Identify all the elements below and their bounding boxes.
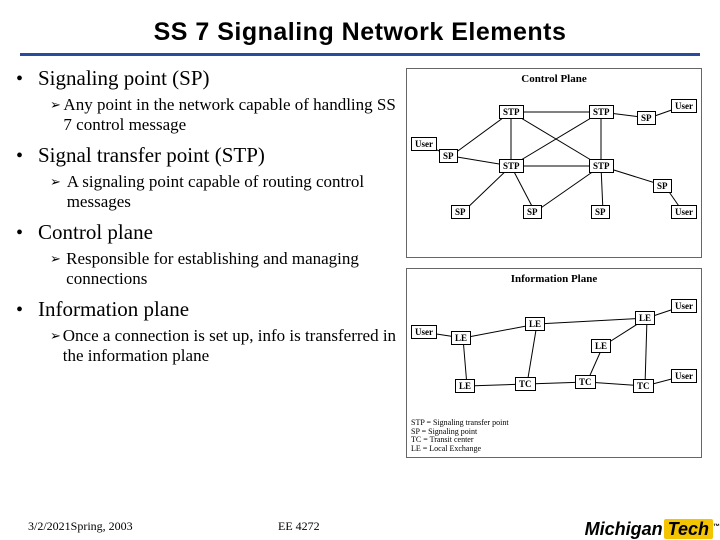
sub-bullet-item: ➢A signaling point capable of routing co… [16, 172, 406, 212]
node-stp: STP [499, 105, 524, 119]
node-stp: STP [589, 105, 614, 119]
logo-left: Michigan [585, 519, 663, 539]
bullet-dot: • [16, 68, 38, 91]
node-sp: SP [637, 111, 656, 125]
bullet-item: •Information plane ➢Once a connection is … [16, 297, 406, 366]
bullet-dot: • [16, 299, 38, 322]
text-column: •Signaling point (SP)➢Any point in the n… [16, 66, 406, 458]
footer-date: 3/2/2021Spring, 2003 [28, 519, 278, 534]
bullet-item: •Signaling point (SP) ➢Any point in the n… [16, 66, 406, 135]
sub-bullet-text: Once a connection is set up, info is tra… [63, 326, 406, 366]
bullet-item: •Control plane ➢Responsible for establish… [16, 220, 406, 289]
node-user: User [671, 99, 697, 113]
bullet-label: Signal transfer point (STP) [38, 143, 265, 168]
node-user: User [411, 137, 437, 151]
sub-bullet-text: Responsible for establishing and managin… [66, 249, 406, 289]
sub-bullet-item: ➢Responsible for establishing and managi… [16, 249, 406, 289]
node-sp: SP [591, 205, 610, 219]
node-le: LE [635, 311, 655, 325]
arrow-icon: ➢ [50, 249, 66, 266]
bullet-label: Signaling point (SP) [38, 66, 210, 91]
bullet-label: Control plane [38, 220, 153, 245]
node-tc: TC [515, 377, 536, 391]
node-sp: SP [523, 205, 542, 219]
node-tc: TC [575, 375, 596, 389]
node-user: User [411, 325, 437, 339]
node-stp: STP [499, 159, 524, 173]
logo-tm: ™ [713, 524, 720, 531]
title-underline [20, 53, 700, 56]
bullet-item: •Signal transfer point (STP) ➢A signaling… [16, 143, 406, 212]
slide-title: SS 7 Signaling Network Elements [0, 0, 720, 53]
node-le: LE [591, 339, 611, 353]
node-sp: SP [653, 179, 672, 193]
sub-bullet-text: Any point in the network capable of hand… [63, 95, 406, 135]
node-le: LE [525, 317, 545, 331]
sub-bullet-item: ➢Any point in the network capable of han… [16, 95, 406, 135]
arrow-icon: ➢ [50, 326, 63, 343]
node-le: LE [451, 331, 471, 345]
node-user: User [671, 369, 697, 383]
node-sp: SP [451, 205, 470, 219]
sub-bullet-item: ➢Once a connection is set up, info is tr… [16, 326, 406, 366]
diagram-column: Control Plane UserSPSTPSTPSPUserSTPSTPSP… [406, 66, 704, 458]
content-area: •Signaling point (SP)➢Any point in the n… [0, 66, 720, 458]
sub-bullet-text: A signaling point capable of routing con… [67, 172, 406, 212]
arrow-icon: ➢ [50, 172, 67, 189]
arrow-icon: ➢ [50, 95, 63, 112]
logo: MichiganTech™ [585, 519, 720, 540]
bullet-dot: • [16, 222, 38, 245]
node-user: User [671, 299, 697, 313]
node-sp: SP [439, 149, 458, 163]
logo-right: Tech [664, 519, 713, 539]
node-tc: TC [633, 379, 654, 393]
node-le: LE [455, 379, 475, 393]
bullet-dot: • [16, 145, 38, 168]
bullet-label: Information plane [38, 297, 189, 322]
diagram-information-plane: Information Plane STP = Signaling transf… [406, 268, 702, 458]
node-user: User [671, 205, 697, 219]
node-stp: STP [589, 159, 614, 173]
diagram-control-plane: Control Plane UserSPSTPSTPSPUserSTPSTPSP… [406, 68, 702, 258]
footer-course: EE 4272 [278, 519, 438, 534]
